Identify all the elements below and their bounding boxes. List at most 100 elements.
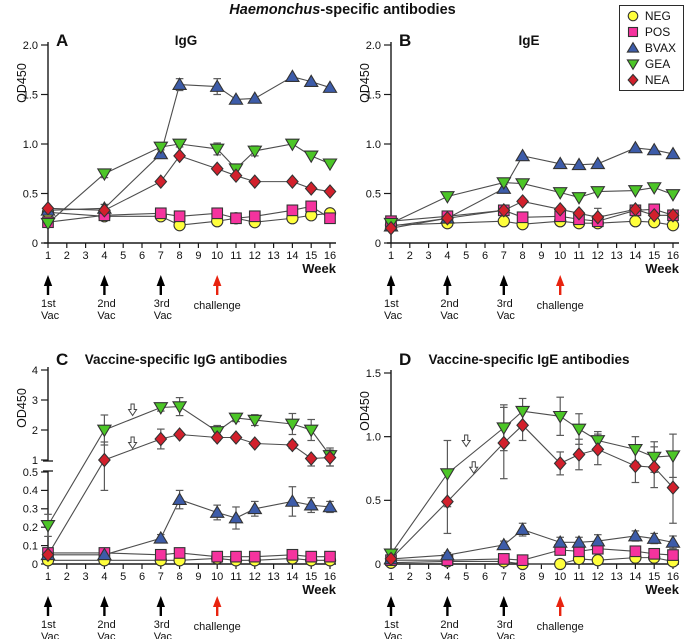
svg-text:1: 1 — [45, 571, 51, 583]
svg-text:1: 1 — [32, 455, 38, 467]
svg-text:9: 9 — [195, 571, 201, 583]
svg-text:3rd: 3rd — [154, 298, 170, 310]
svg-text:11: 11 — [573, 571, 584, 583]
bvax-triangle-up-icon — [626, 41, 640, 53]
svg-text:0.5: 0.5 — [366, 495, 381, 507]
svg-text:7: 7 — [158, 250, 164, 262]
panel-letter: D — [399, 350, 412, 369]
svg-text:0.2: 0.2 — [23, 522, 38, 534]
svg-text:2: 2 — [32, 425, 38, 437]
svg-text:1st: 1st — [41, 298, 56, 310]
svg-text:8: 8 — [177, 250, 183, 262]
svg-text:0: 0 — [32, 238, 38, 250]
svg-text:13: 13 — [267, 250, 279, 262]
legend-item-nea: NEA — [624, 72, 676, 88]
series-markers-GEA — [40, 138, 338, 231]
svg-text:10: 10 — [211, 571, 223, 583]
svg-text:3: 3 — [426, 250, 432, 262]
svg-text:0: 0 — [375, 559, 381, 571]
svg-text:challenge: challenge — [537, 300, 584, 312]
series-markers-GEA — [383, 405, 681, 562]
svg-text:OD450: OD450 — [358, 63, 372, 103]
legend-label: NEG — [644, 9, 671, 23]
series-markers-NEA — [384, 194, 680, 236]
svg-text:8: 8 — [177, 571, 183, 583]
svg-text:4: 4 — [101, 571, 107, 583]
panel-d: 0 0.5 1.0 1.5 1 2 3 4 5 6 7 8 9 10 11 12 13 14 15 16 Week OD4… — [343, 340, 685, 639]
series-line-GEA — [47, 406, 331, 526]
series-line-POS — [391, 548, 674, 561]
svg-text:Vac: Vac — [41, 310, 60, 322]
series-markers-NEA — [384, 417, 680, 567]
svg-text:8: 8 — [520, 250, 526, 262]
legend: NEG POS BVAX GEA NEA — [618, 5, 684, 91]
svg-text:9: 9 — [538, 250, 544, 262]
figure-title-rest: -specific antibodies — [320, 2, 456, 18]
svg-text:11: 11 — [230, 250, 241, 262]
svg-text:Vac: Vac — [440, 310, 459, 322]
svg-text:15: 15 — [305, 571, 317, 583]
svg-text:1.0: 1.0 — [366, 431, 381, 443]
svg-text:3: 3 — [32, 395, 38, 407]
svg-text:5: 5 — [120, 250, 126, 262]
svg-text:11: 11 — [230, 571, 241, 583]
panel-title: IgE — [518, 33, 540, 48]
svg-text:9: 9 — [538, 571, 544, 583]
legend-label: NEA — [644, 73, 670, 87]
legend-item-pos: POS — [624, 24, 676, 40]
svg-text:5: 5 — [463, 250, 469, 262]
series-line-POS — [390, 208, 674, 222]
svg-text:3rd: 3rd — [497, 619, 513, 631]
panel-a: 0 0.5 1.0 1.5 2.0 1 2 3 4 5 6 7 8 9 10 11 12 13 14 15 16 Week… — [0, 18, 342, 330]
series-line-NEA — [47, 433, 331, 556]
svg-text:12: 12 — [592, 571, 604, 583]
svg-text:Week: Week — [645, 261, 679, 276]
svg-text:Week: Week — [302, 582, 336, 597]
svg-text:0.3: 0.3 — [23, 504, 38, 516]
series-markers-POS — [42, 547, 336, 563]
pos-square-icon — [627, 26, 638, 38]
series-line-NEG — [390, 220, 674, 226]
svg-text:4: 4 — [101, 250, 107, 262]
svg-text:3: 3 — [426, 571, 432, 583]
panel-c: 0 0.1 0.2 0.3 0.4 0.5 1 2 3 4 1 2 3 4 5 6 7 8 9 10 11 12 13 14 1… — [0, 340, 342, 639]
svg-text:7: 7 — [158, 571, 164, 583]
svg-text:6: 6 — [139, 250, 145, 262]
series-line-BVAX — [47, 76, 331, 211]
svg-text:Vac: Vac — [384, 631, 403, 639]
plot-area-A: 00.51.01.52.01 2 3 4 5 6 7 8 9 10 11 12 13 14 15 16Week… — [15, 40, 338, 322]
series-line-BVAX — [390, 147, 674, 227]
svg-text:0: 0 — [32, 559, 38, 571]
svg-text:16: 16 — [667, 250, 679, 262]
svg-text:1.5: 1.5 — [23, 89, 38, 101]
svg-text:11: 11 — [573, 250, 584, 262]
svg-text:1: 1 — [45, 250, 51, 262]
svg-text:9: 9 — [195, 250, 201, 262]
series-line-GEA — [390, 410, 674, 555]
svg-text:14: 14 — [286, 571, 298, 583]
legend-label: POS — [644, 25, 671, 39]
plot-area-B: 00.51.01.52.01 2 3 4 5 6 7 8 9 10 11 12 13 14 15 16Week… — [358, 40, 681, 322]
legend-item-gea: GEA — [624, 56, 676, 72]
svg-text:Vac: Vac — [440, 631, 459, 639]
panel-letter: A — [56, 31, 69, 50]
legend-item-bvax: BVAX — [624, 40, 676, 56]
legend-item-neg: NEG — [624, 8, 676, 24]
svg-text:2: 2 — [407, 571, 413, 583]
svg-text:Vac: Vac — [97, 310, 116, 322]
svg-text:16: 16 — [324, 571, 336, 583]
svg-text:2: 2 — [64, 571, 70, 583]
svg-text:0.1: 0.1 — [23, 540, 38, 552]
svg-text:16: 16 — [667, 571, 679, 583]
svg-text:12: 12 — [249, 571, 261, 583]
svg-text:Vac: Vac — [384, 310, 403, 322]
svg-text:2nd: 2nd — [97, 619, 115, 631]
svg-text:13: 13 — [610, 250, 622, 262]
svg-text:5: 5 — [463, 571, 469, 583]
svg-text:2nd: 2nd — [440, 619, 458, 631]
svg-text:5: 5 — [120, 571, 126, 583]
svg-text:1: 1 — [388, 250, 394, 262]
svg-text:Vac: Vac — [497, 631, 516, 639]
svg-text:2.0: 2.0 — [366, 40, 381, 52]
svg-text:0.5: 0.5 — [366, 188, 381, 200]
